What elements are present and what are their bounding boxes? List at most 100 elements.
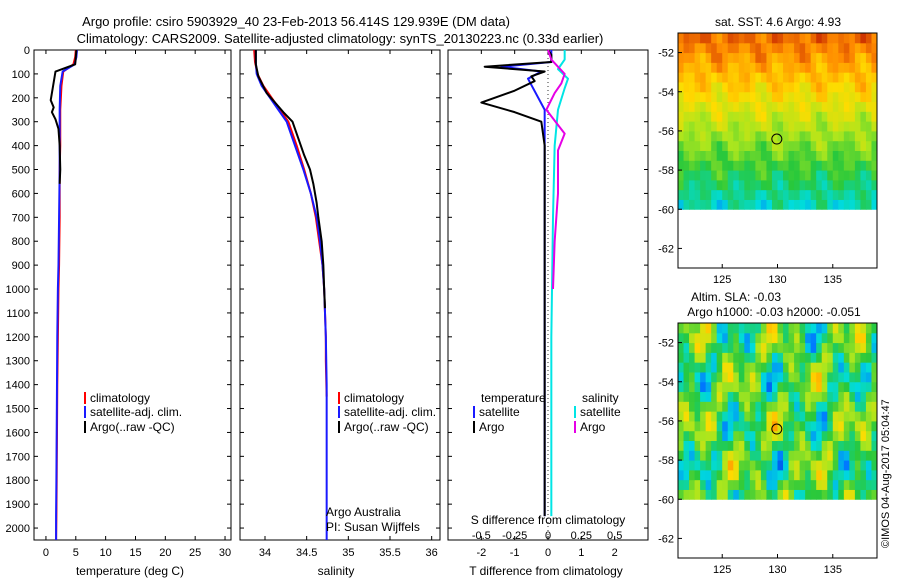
heatmap-cell (700, 160, 707, 171)
heatmap-cell (871, 150, 878, 161)
y-tick-label: 600 (12, 188, 30, 200)
heatmap-cell (854, 391, 861, 402)
heatmap-cell (816, 72, 823, 83)
heatmap-cell (716, 332, 723, 344)
heatmap-cell (760, 121, 767, 132)
heatmap-cell (727, 130, 734, 142)
x-tick-label: 25 (189, 547, 201, 559)
heatmap-cell (827, 371, 834, 383)
y-tick-label: 1200 (6, 332, 30, 344)
heatmap-cell (777, 111, 784, 122)
heatmap-cell (816, 160, 823, 171)
heatmap-cell (771, 479, 778, 490)
heatmap-cell (816, 62, 823, 73)
heatmap-cell (838, 91, 845, 103)
heatmap-cell (843, 130, 850, 142)
heatmap-cell (755, 352, 762, 363)
heatmap-cell (744, 352, 751, 363)
heatmap-cell (694, 199, 701, 210)
heatmap-cell (678, 460, 685, 471)
heatmap-cell (832, 101, 839, 112)
y-tick-label: 300 (12, 117, 30, 129)
heatmap-cell (678, 170, 685, 181)
heatmap-cell (771, 420, 778, 432)
heatmap-cell (722, 430, 729, 441)
heatmap-cell (777, 352, 784, 363)
heatmap-cell (794, 381, 801, 393)
heatmap-cell (816, 332, 823, 344)
heatmap-cell (678, 420, 685, 432)
heatmap-cell (788, 352, 795, 363)
heatmap-cell (805, 150, 812, 161)
heatmap-cell (783, 42, 790, 54)
heatmap-cell (805, 91, 812, 103)
heatmap-cell (694, 352, 701, 363)
heatmap-cell (722, 342, 729, 353)
heatmap-cell (810, 430, 817, 441)
heatmap-cell (755, 42, 762, 54)
heatmap-cell (854, 460, 861, 471)
heatmap-cell (711, 111, 718, 122)
heatmap-cell (755, 460, 762, 471)
heatmap-cell (711, 179, 718, 191)
heatmap-cell (727, 199, 734, 210)
series-line-salinity-argo (545, 49, 566, 290)
heatmap-cell (838, 189, 845, 200)
heatmap-cell (810, 420, 817, 432)
heatmap-cell (794, 460, 801, 471)
heatmap-cell (683, 150, 690, 161)
heatmap-cell (838, 160, 845, 171)
heatmap-cell (816, 420, 823, 432)
heatmap-cell (843, 381, 850, 393)
heatmap-cell (838, 469, 845, 481)
heatmap-cell (821, 62, 828, 73)
heatmap-cell (777, 179, 784, 191)
map-y-tick-label: -60 (658, 494, 674, 506)
heatmap-cell (689, 42, 696, 54)
heatmap-cell (705, 121, 712, 132)
heatmap-cell (805, 42, 812, 54)
heatmap-cell (705, 160, 712, 171)
heatmap-cell (738, 140, 745, 151)
heatmap-cell (810, 323, 817, 334)
heatmap-cell (838, 81, 845, 93)
heatmap-cell (843, 199, 850, 210)
heatmap-cell (838, 150, 845, 161)
heatmap-cell (683, 362, 690, 373)
heatmap-cell (794, 130, 801, 142)
heatmap-cell (700, 371, 707, 383)
heatmap-cell (727, 179, 734, 191)
heatmap-cell (871, 111, 878, 122)
heatmap-cell (766, 121, 773, 132)
heatmap-cell (705, 381, 712, 393)
heatmap-cell (700, 323, 707, 334)
y-tick-label: 500 (12, 165, 30, 177)
heatmap-cell (711, 33, 718, 44)
heatmap-cell (727, 440, 734, 451)
heatmap-cell (744, 101, 751, 112)
heatmap-cell (827, 121, 834, 132)
heatmap-cell (749, 150, 756, 161)
heatmap-cell (777, 460, 784, 471)
heatmap-cell (694, 332, 701, 344)
heatmap-cell (716, 101, 723, 112)
heatmap-cell (727, 160, 734, 171)
heatmap-cell (788, 91, 795, 103)
legend-label-satellite: satellite-adj. clim. (90, 405, 182, 419)
heatmap-cell (810, 62, 817, 73)
heatmap-cell (832, 140, 839, 151)
heatmap-cell (810, 450, 817, 461)
heatmap-cell (727, 420, 734, 432)
heatmap-cell (733, 479, 740, 490)
heatmap-cell (777, 150, 784, 161)
heatmap-cell (871, 189, 878, 200)
heatmap-cell (716, 352, 723, 363)
heatmap-cell (871, 401, 878, 412)
heatmap-cell (755, 401, 762, 412)
heatmap-cell (849, 189, 856, 200)
heatmap-cell (805, 411, 812, 422)
argo-australia-label: Argo Australia (326, 505, 401, 519)
heatmap-cell (810, 401, 817, 412)
heatmap-cell (760, 72, 767, 83)
heatmap-cell (843, 33, 850, 44)
